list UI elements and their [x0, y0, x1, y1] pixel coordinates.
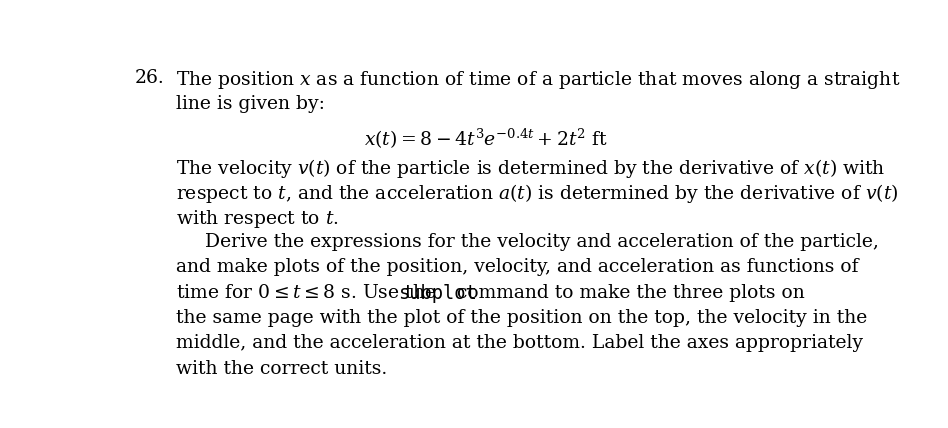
- Text: respect to $t$, and the acceleration $a(t)$ is determined by the derivative of $: respect to $t$, and the acceleration $a(…: [175, 182, 899, 205]
- Text: middle, and the acceleration at the bottom. Label the axes appropriately: middle, and the acceleration at the bott…: [175, 334, 863, 352]
- Text: The velocity $v(t)$ of the particle is determined by the derivative of $x(t)$ wi: The velocity $v(t)$ of the particle is d…: [175, 157, 885, 180]
- Text: and make plots of the position, velocity, and acceleration as functions of: and make plots of the position, velocity…: [175, 259, 858, 276]
- Text: line is given by:: line is given by:: [175, 95, 324, 113]
- Text: Derive the expressions for the velocity and acceleration of the particle,: Derive the expressions for the velocity …: [205, 233, 879, 251]
- Text: $x(t) = 8 - 4t^3e^{-0.4t} + 2t^2$ ft: $x(t) = 8 - 4t^3e^{-0.4t} + 2t^2$ ft: [364, 127, 608, 151]
- Text: subplot: subplot: [398, 284, 477, 303]
- Text: command to make the three plots on: command to make the three plots on: [451, 284, 805, 302]
- Text: 26.: 26.: [135, 69, 164, 87]
- Text: time for $0 \leq t \leq 8$ s. Use the: time for $0 \leq t \leq 8$ s. Use the: [175, 284, 437, 302]
- Text: with the correct units.: with the correct units.: [175, 360, 387, 378]
- Text: with respect to $t$.: with respect to $t$.: [175, 208, 338, 229]
- Text: The position $x$ as a function of time of a particle that moves along a straight: The position $x$ as a function of time o…: [175, 69, 901, 92]
- Text: the same page with the plot of the position on the top, the velocity in the: the same page with the plot of the posit…: [175, 309, 867, 327]
